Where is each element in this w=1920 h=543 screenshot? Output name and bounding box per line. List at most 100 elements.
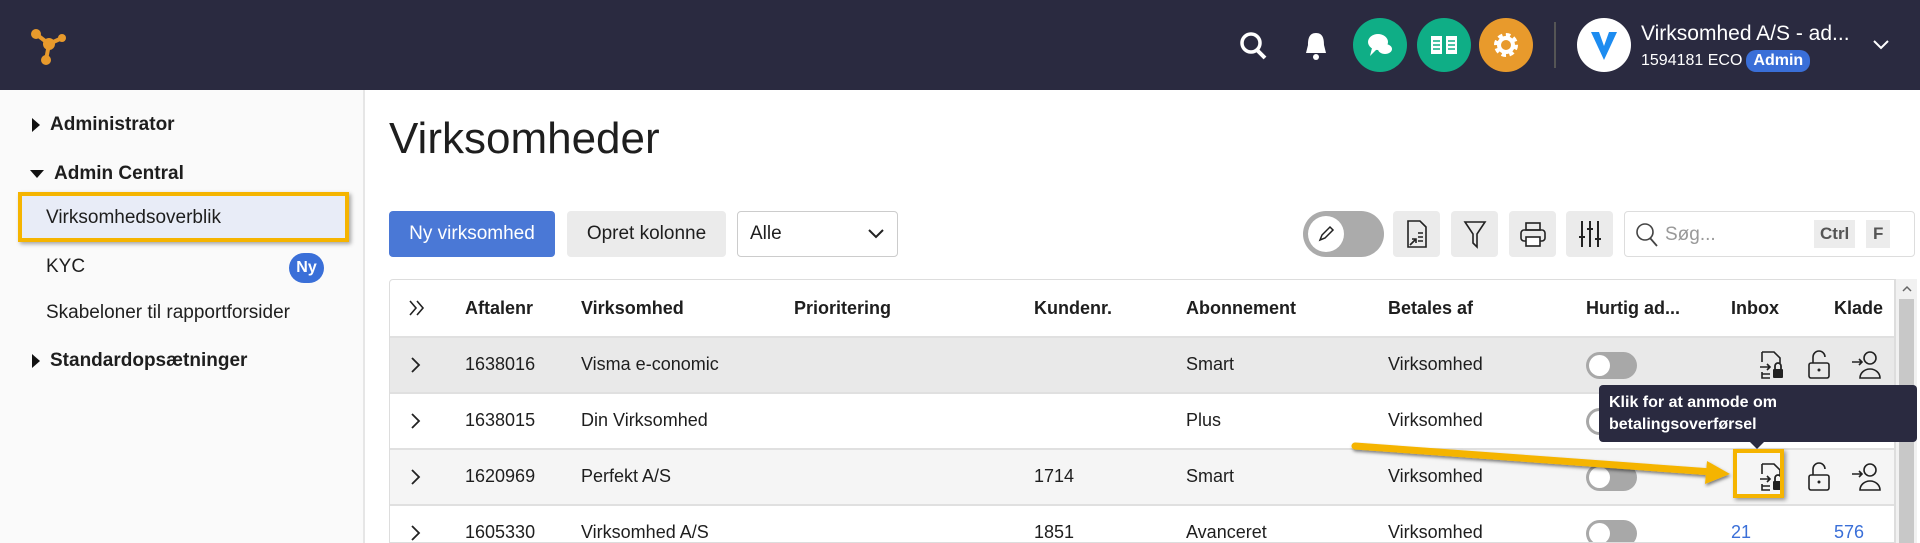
expand-row-icon[interactable] — [410, 412, 422, 430]
expand-row-icon[interactable] — [410, 356, 422, 374]
logo-icon[interactable] — [28, 26, 70, 66]
caret-down-icon — [30, 170, 44, 178]
col-prioritering[interactable]: Prioritering — [794, 298, 892, 318]
pencil-icon — [1308, 216, 1344, 252]
tooltip-pointer — [1750, 442, 1764, 449]
account-number: 1594181 ECO — [1641, 52, 1743, 69]
user-name[interactable]: Virksomhed A/S - ad... — [1641, 22, 1850, 45]
book-icon[interactable] — [1417, 18, 1471, 72]
quick-access-toggle[interactable] — [1586, 464, 1637, 491]
item-label: KYC — [46, 256, 86, 277]
group-label: Standardopsætninger — [50, 350, 248, 371]
col-kundenr[interactable]: Kundenr. — [1034, 298, 1113, 318]
login-as-user-icon[interactable] — [1851, 462, 1881, 497]
cell-aftalenr: 1620969 — [465, 466, 536, 486]
sidebar-group-standardopsaetninger[interactable]: Standardopsætninger — [32, 350, 247, 372]
chat-icon[interactable] — [1353, 18, 1407, 72]
chevron-down-icon[interactable] — [1872, 38, 1890, 52]
search-icon[interactable] — [1238, 30, 1270, 62]
tooltip-line: Klik for at anmode om — [1609, 394, 1778, 411]
kladde-count-link[interactable]: 576 — [1834, 522, 1865, 542]
login-as-user-icon[interactable] — [1851, 350, 1881, 385]
cell-kundenr: 1851 — [1034, 522, 1075, 542]
cell-betales_af: Virksomhed — [1388, 522, 1483, 542]
export-icon[interactable] — [1393, 211, 1440, 257]
cell-betales_af: Virksomhed — [1388, 410, 1483, 430]
account-info: 1594181 ECO Admin — [1641, 50, 1811, 72]
col-inbox[interactable]: Inbox — [1731, 298, 1779, 318]
create-column-button[interactable]: Opret kolonne — [567, 211, 726, 257]
group-label: Admin Central — [54, 163, 184, 184]
divider — [1554, 22, 1556, 68]
sidebar-item-kyc[interactable]: KYC — [46, 256, 85, 278]
companies-table: Aftalenr Virksomhed Prioritering Kundenr… — [389, 279, 1895, 543]
cell-betales_af: Virksomhed — [1388, 354, 1483, 374]
table-row[interactable]: 1620969 Perfekt A/S 1714 Smart Virksomhed — [390, 448, 1894, 504]
role-badge: Admin — [1746, 50, 1811, 72]
sidebar-group-admin-central[interactable]: Admin Central — [30, 163, 184, 185]
shortcut-ctrl: Ctrl — [1814, 220, 1856, 248]
tooltip-line: betalingsoverførsel — [1609, 416, 1757, 433]
inbox-count-link[interactable]: 21 — [1731, 522, 1752, 542]
expand-all-icon[interactable] — [408, 299, 426, 317]
col-aftalenr[interactable]: Aftalenr — [465, 298, 534, 318]
caret-right-icon — [32, 118, 40, 132]
search-placeholder: Søg... — [1665, 224, 1716, 245]
tooltip: Klik for at anmode om betalingsoverførse… — [1599, 385, 1917, 449]
sidebar-item-skabeloner[interactable]: Skabeloner til rapportforsider — [46, 302, 290, 324]
page-title: Virksomheder — [389, 114, 660, 163]
item-label: Skabeloner til rapportforsider — [46, 302, 290, 323]
cell-abonnement: Smart — [1186, 354, 1235, 374]
unlock-icon[interactable] — [1807, 350, 1831, 385]
cell-virksomhed: Din Virksomhed — [581, 410, 708, 430]
col-betales-af[interactable]: Betales af — [1388, 298, 1474, 318]
table-row[interactable]: 1605330 Virksomhed A/S 1851 Avanceret Virkso… — [390, 504, 1894, 542]
payment-transfer-request-icon[interactable] — [1758, 350, 1786, 385]
sidebar-item-virksomhedsoverblik[interactable]: Virksomhedsoverblik — [18, 192, 349, 242]
filter-icon[interactable] — [1451, 211, 1498, 257]
cell-virksomhed: Visma e-conomic — [581, 354, 719, 374]
cell-aftalenr: 1638016 — [465, 354, 536, 374]
chevron-down-icon — [868, 229, 884, 239]
gear-icon[interactable] — [1479, 18, 1533, 72]
cell-aftalenr: 1605330 — [465, 522, 536, 542]
unlock-icon[interactable] — [1807, 462, 1831, 497]
cell-abonnement: Smart — [1186, 466, 1235, 486]
sidebar-group-administrator[interactable]: Administrator — [32, 114, 175, 136]
cell-abonnement: Avanceret — [1186, 522, 1267, 542]
caret-right-icon — [32, 354, 40, 368]
column-settings-icon[interactable] — [1566, 211, 1613, 257]
col-abonnement[interactable]: Abonnement — [1186, 298, 1296, 318]
select-value: Alle — [750, 223, 782, 244]
table-row[interactable]: 1638016 Visma e-conomic Smart Virksomhed — [390, 336, 1894, 392]
expand-row-icon[interactable] — [410, 468, 422, 486]
col-hurtig[interactable]: Hurtig ad... — [1586, 298, 1680, 318]
cell-virksomhed: Perfekt A/S — [581, 466, 672, 486]
filter-select[interactable]: Alle — [737, 211, 898, 257]
bell-icon[interactable] — [1302, 30, 1330, 62]
shortcut-f: F — [1866, 220, 1891, 248]
cell-virksomhed: Virksomhed A/S — [581, 522, 709, 542]
cell-aftalenr: 1638015 — [465, 410, 536, 430]
new-badge: Ny — [289, 253, 324, 283]
scroll-up-icon[interactable] — [1902, 285, 1912, 293]
cell-betales_af: Virksomhed — [1388, 466, 1483, 486]
new-company-button[interactable]: Ny virksomhed — [389, 211, 555, 257]
col-virksomhed[interactable]: Virksomhed — [581, 298, 684, 318]
avatar-v-logo[interactable] — [1577, 18, 1631, 72]
expand-row-icon[interactable] — [410, 524, 422, 542]
sidebar: Administrator Admin Central Virksomhedso… — [0, 90, 365, 543]
edit-mode-toggle[interactable] — [1303, 211, 1384, 257]
item-label: Virksomhedsoverblik — [46, 207, 221, 228]
search-input[interactable]: Søg... Ctrl F — [1624, 211, 1915, 257]
cell-kundenr: 1714 — [1034, 466, 1075, 486]
print-icon[interactable] — [1509, 211, 1556, 257]
top-bar: Virksomhed A/S - ad... 1594181 ECO Admin — [0, 0, 1920, 90]
quick-access-toggle[interactable] — [1586, 520, 1637, 542]
cell-abonnement: Plus — [1186, 410, 1222, 430]
quick-access-toggle[interactable] — [1586, 352, 1637, 379]
group-label: Administrator — [50, 114, 175, 135]
search-icon — [1636, 223, 1658, 247]
col-kladde[interactable]: Klade — [1834, 298, 1884, 318]
highlight-box — [1733, 449, 1784, 498]
